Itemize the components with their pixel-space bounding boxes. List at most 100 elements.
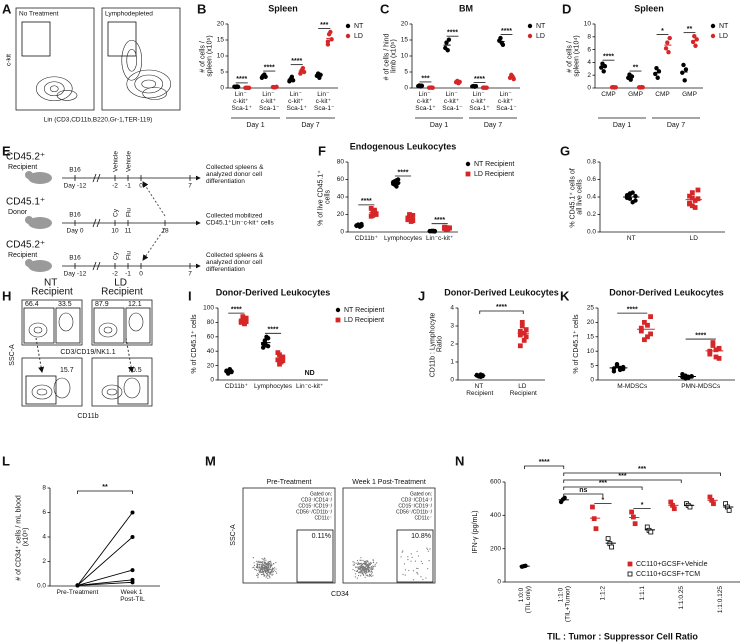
group-label: Day 7 — [667, 122, 685, 129]
event-dot — [265, 576, 267, 578]
event-dot — [253, 564, 256, 567]
significance-label: ** — [687, 26, 693, 33]
y-axis-label: IFN-γ (pg/mL) — [472, 510, 479, 553]
event-dot — [374, 565, 376, 567]
data-point — [630, 200, 635, 205]
mouse-icon — [28, 217, 52, 229]
y-tick-label: 0 — [340, 229, 344, 236]
panel-letter: B — [197, 1, 206, 16]
event-dot — [361, 572, 363, 574]
significance-label: **** — [539, 459, 550, 466]
panel-letter: A — [2, 1, 12, 16]
transfer-arrow — [142, 181, 166, 217]
panel-letter: L — [2, 453, 10, 468]
data-point — [240, 314, 246, 320]
event-dot — [367, 562, 370, 564]
time-label: -2 — [112, 183, 118, 190]
event-dot — [265, 573, 267, 575]
mouse-role: Recipient — [8, 252, 37, 259]
x-tick-label: Pre-Treatment — [57, 589, 99, 596]
event-dot — [427, 568, 429, 570]
group-label: NT Recipient — [31, 277, 73, 297]
event-dot — [269, 560, 272, 562]
x-tick-label: CMP — [601, 91, 615, 98]
event-dot — [265, 562, 268, 565]
group-label: Day 7 — [484, 122, 502, 129]
y-tick-label: 8 — [42, 485, 46, 492]
chart-title: Endogenous Leukocytes — [350, 141, 457, 151]
event-dot — [362, 563, 364, 565]
flow-frame — [101, 7, 181, 111]
event-dot — [263, 557, 265, 559]
event-dot — [364, 566, 366, 568]
time-label: -2 — [112, 271, 118, 278]
event-dot — [370, 574, 372, 577]
y-tick-label: 4 — [42, 534, 46, 541]
event-dot — [427, 550, 430, 552]
event-dot — [410, 553, 412, 555]
event-dot — [269, 575, 271, 578]
data-point — [325, 42, 331, 47]
time-label: -1 — [125, 183, 131, 190]
event-dot — [356, 569, 358, 571]
gate — [25, 375, 57, 405]
event-dot — [365, 565, 368, 567]
event-dot — [267, 566, 269, 568]
event-dot — [262, 559, 264, 561]
event-dot — [258, 561, 260, 564]
event-dot — [359, 567, 361, 570]
y-tick-label: 6 — [42, 509, 46, 516]
event-dot — [402, 550, 404, 552]
significance-label: *** — [599, 480, 607, 487]
note: Collected mobilized CD45.1⁺Lin⁻c-kit⁺ ce… — [206, 212, 274, 226]
contour — [142, 87, 167, 100]
data-point — [301, 69, 307, 75]
event-dot — [421, 562, 423, 565]
panel-letter: E — [2, 143, 11, 158]
x-tick-label: LD Recipient — [510, 383, 537, 397]
y-tick-label: 10 — [217, 53, 225, 60]
event-dot — [363, 571, 365, 574]
mouse-label: CD45.1⁺ — [6, 197, 45, 208]
significance-label: **** — [695, 332, 706, 339]
event-dot — [356, 570, 359, 572]
event-dot — [417, 555, 420, 557]
y-tick-label: 0.6 — [587, 176, 596, 183]
event-dot — [265, 567, 267, 569]
event-dot — [368, 570, 371, 572]
x-tick-label: LD — [690, 235, 699, 242]
event-dot — [273, 562, 275, 565]
event-dot — [258, 563, 260, 565]
event-dot — [416, 567, 418, 569]
event-dot — [271, 564, 273, 566]
data-point — [605, 536, 611, 542]
y-tick-label: 2 — [587, 72, 591, 79]
legend-marker — [527, 33, 533, 39]
x-tick-label: Lin⁻ c-kit⁺ Sca-1⁺ — [232, 91, 253, 112]
y-tick-label: 600 — [490, 479, 501, 486]
event-dot — [275, 568, 277, 570]
y-tick-label: 80 — [337, 159, 345, 166]
event-dot — [358, 563, 361, 565]
x-tick-label: Lin⁻ c-kit⁺ Sca-1⁻ — [314, 91, 335, 112]
significance-label: **** — [474, 76, 485, 83]
data-point — [318, 72, 323, 78]
event-dot — [367, 564, 369, 566]
event-dot — [363, 570, 366, 572]
x-axis-label: TIL : Tumor : Suppressor Cell Ratio — [547, 631, 698, 641]
event-dot — [261, 571, 263, 573]
x-tick-label: Lin⁻c-kit⁺ — [296, 383, 324, 390]
x-axis-label: CD3/CD19/NK1.1 — [60, 349, 115, 356]
y-tick-label: 0.4 — [587, 194, 596, 201]
event-dot — [370, 562, 372, 564]
y-tick-label: 200 — [490, 545, 501, 552]
event-dot — [404, 574, 406, 576]
significance-label: * — [641, 502, 644, 509]
significance-label: ** — [633, 64, 639, 71]
y-tick-label: 0.0 — [587, 229, 596, 236]
event-dot — [358, 572, 360, 574]
event-dot — [256, 573, 259, 575]
data-point — [663, 46, 669, 51]
data-point — [683, 67, 689, 72]
x-axis-label: Lin (CD3,CD11b,B220,Gr-1,TER-119) — [44, 117, 153, 124]
